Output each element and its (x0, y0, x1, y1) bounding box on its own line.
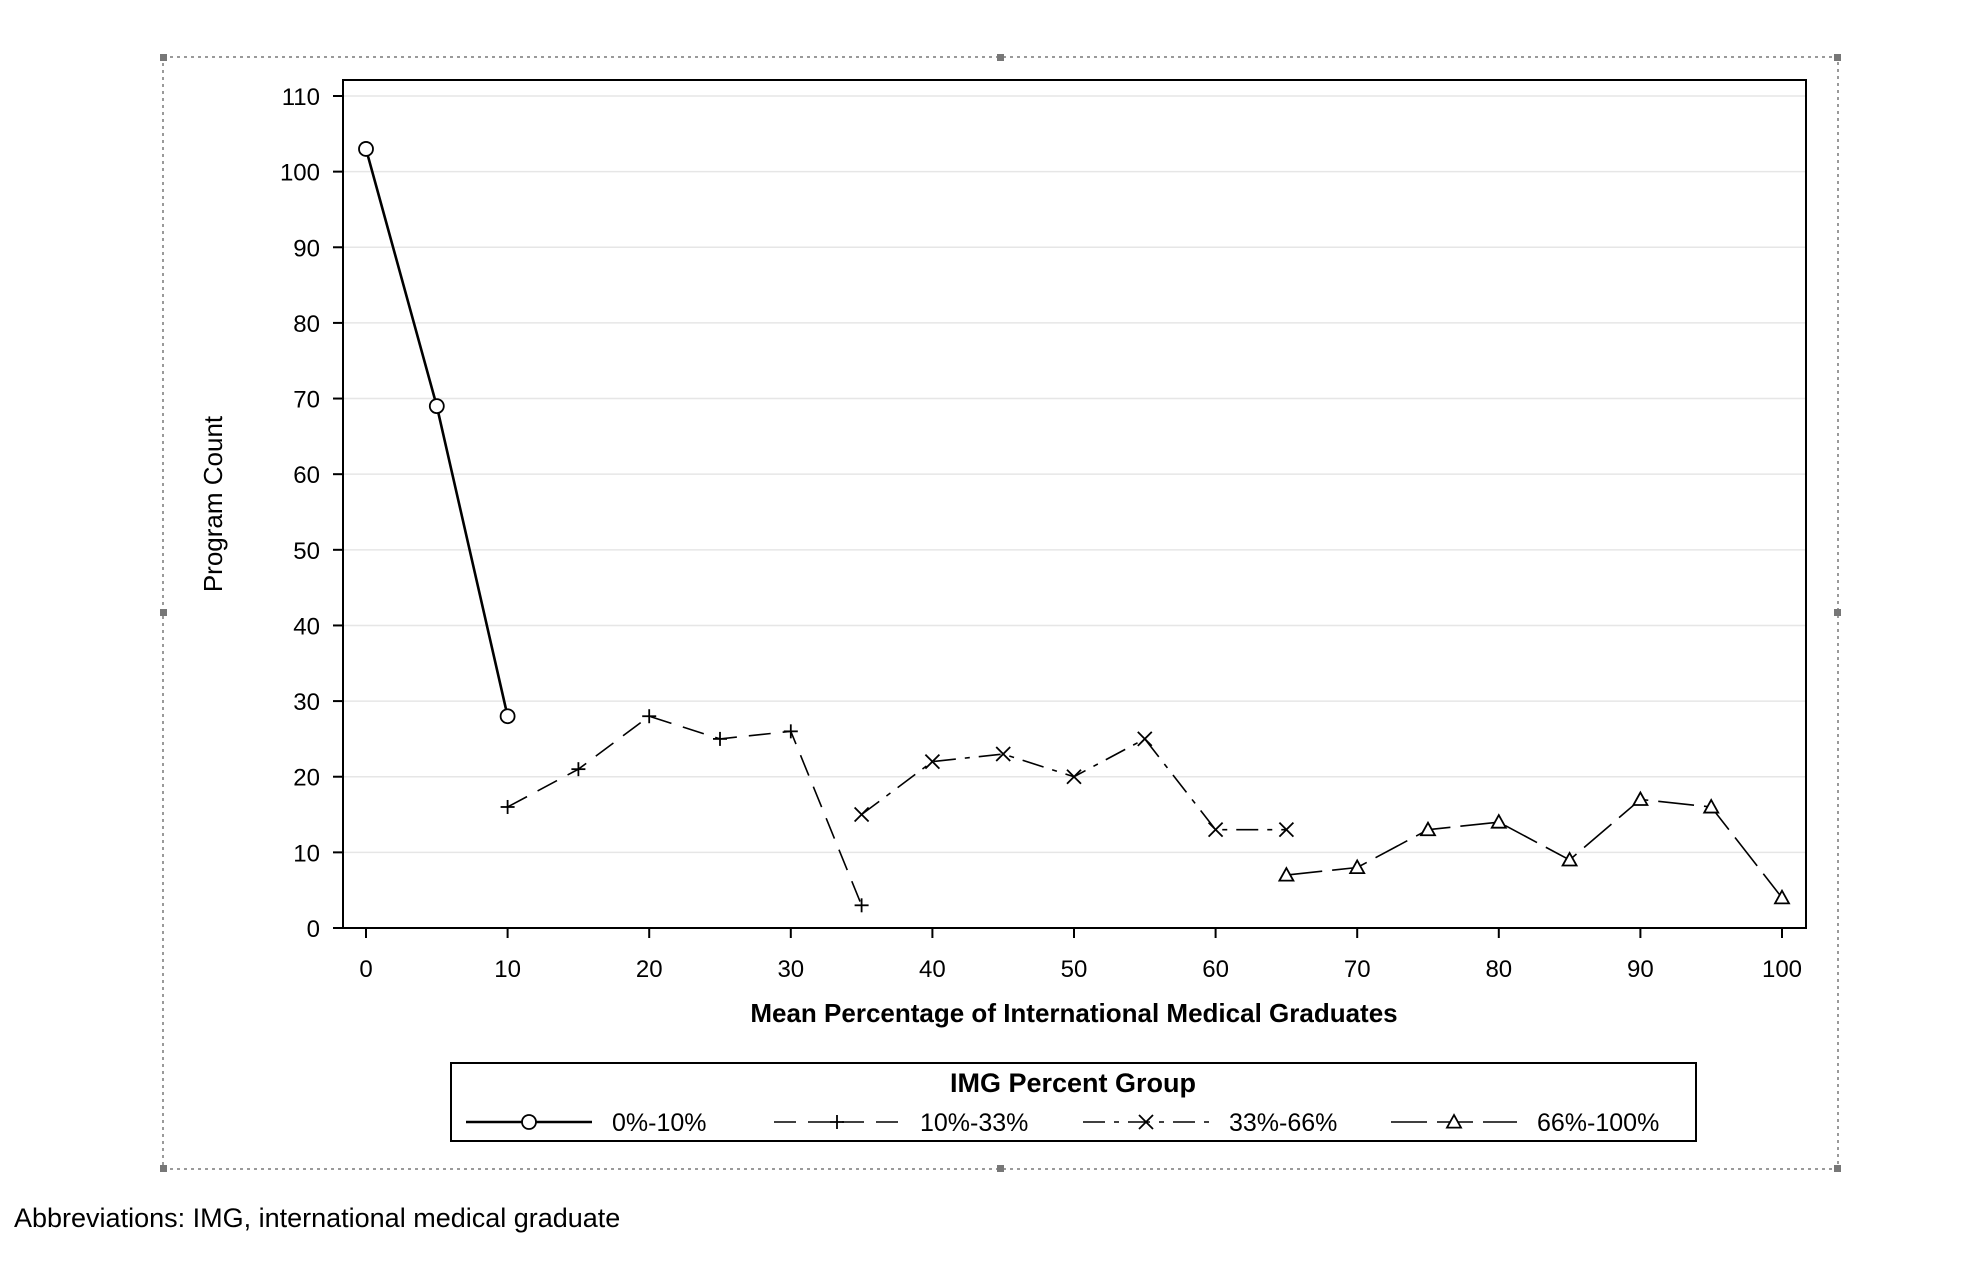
legend-label: 10%-33% (920, 1109, 1028, 1137)
y-axis-title: Program Count (198, 415, 228, 592)
data-point (783, 724, 798, 739)
data-point (1702, 798, 1720, 814)
data-point (1490, 813, 1508, 829)
x-tick-label: 90 (1627, 956, 1654, 983)
data-point (924, 753, 941, 770)
x-tick-label: 10 (494, 956, 521, 983)
x-tick-label: 0 (359, 956, 372, 983)
legend-label: 0%-10% (612, 1109, 707, 1137)
gridlines (343, 95, 1806, 854)
legend-items: 0%-10% 10%-33% 33%-66% 66%-100% (466, 1109, 1659, 1137)
series-3 (853, 731, 1295, 838)
legend-item: 10%-33% (774, 1109, 1028, 1137)
data-point (1631, 790, 1649, 806)
data-point (499, 708, 516, 725)
y-tick-label: 100 (280, 160, 320, 187)
legend-title: IMG Percent Group (950, 1068, 1196, 1098)
y-tick-label: 40 (293, 613, 320, 640)
y-tick-label: 60 (293, 462, 320, 489)
y-tick-label: 80 (293, 311, 320, 338)
series-line (364, 148, 509, 717)
data-point (1419, 820, 1437, 837)
data-point (995, 746, 1011, 762)
y-tick-label: 50 (293, 538, 320, 565)
data-point (571, 762, 586, 777)
data-point (642, 709, 657, 724)
data-point (428, 398, 445, 415)
data-point (500, 799, 515, 814)
series-4 (1277, 790, 1791, 905)
y-tick-label: 10 (293, 840, 320, 867)
legend-marker (830, 1115, 844, 1129)
x-axis-title: Mean Percentage of International Medical… (750, 998, 1397, 1028)
data-point (1066, 769, 1082, 785)
legend-marker (1445, 1113, 1463, 1129)
y-tick-label: 110 (282, 84, 320, 111)
legend-box (450, 1062, 1697, 1142)
data-point (1207, 822, 1224, 838)
data-point (854, 898, 869, 913)
y-tick-label: 30 (293, 689, 320, 716)
plot-area-border (342, 79, 1807, 929)
y-tick-label: 90 (293, 235, 320, 262)
y-tick-label: 20 (293, 765, 320, 792)
data-point (1278, 822, 1295, 838)
legend-label: 33%-66% (1229, 1109, 1337, 1137)
legend: IMG Percent Group 0%-10% 10%-33% 33%-66% 66… (450, 1062, 1697, 1142)
legend-item: 66%-100% (1391, 1109, 1659, 1137)
series-2 (500, 709, 869, 913)
data-point (358, 141, 374, 157)
legend-item: 33%-66% (1083, 1109, 1337, 1137)
x-tick-label: 80 (1485, 956, 1512, 983)
series-1 (358, 141, 516, 725)
legend-marker (521, 1114, 537, 1130)
y-tick-label: 70 (293, 387, 320, 414)
data-point (853, 806, 870, 823)
series-line (1286, 798, 1783, 899)
x-tick-label: 70 (1344, 956, 1371, 983)
data-point (1277, 866, 1295, 882)
x-tick-label: 100 (1762, 956, 1802, 983)
data-point (1348, 858, 1366, 874)
y-tick-label: 0 (307, 916, 320, 943)
legend-marker (1138, 1114, 1154, 1130)
x-tick-label: 30 (777, 956, 804, 983)
data-point (1137, 731, 1153, 747)
x-tick-label: 50 (1061, 956, 1088, 983)
series-line (861, 737, 1287, 831)
data-point (1773, 888, 1791, 905)
series-line (507, 715, 863, 906)
legend-item: 0%-10% (466, 1109, 707, 1137)
x-tick-label: 40 (919, 956, 946, 983)
data-point (1561, 851, 1579, 867)
legend-label: 66%-100% (1537, 1109, 1659, 1137)
x-tick-label: 20 (636, 956, 663, 983)
axes: 0 10 20 30 40 50 60 70 80 90 100 110 0 10 20 30 40 50 60 70… (280, 84, 1802, 983)
series (358, 141, 1791, 913)
x-tick-label: 60 (1202, 956, 1229, 983)
frame-handles (160, 54, 1841, 1172)
data-point (713, 731, 727, 746)
caption: Abbreviations: IMG, international medica… (14, 1203, 621, 1233)
